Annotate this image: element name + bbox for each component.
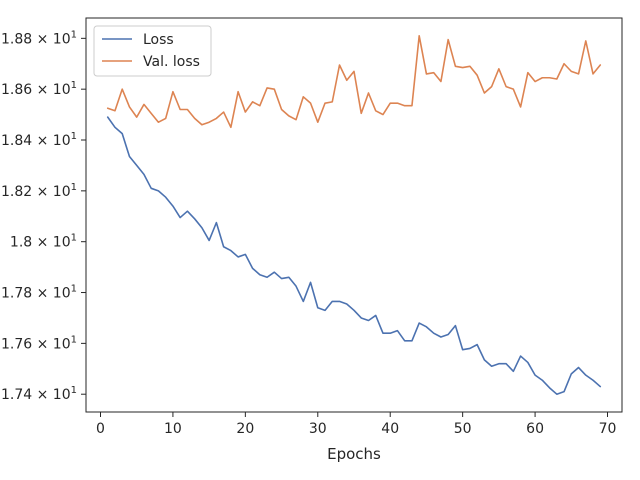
y-tick-label: 1.78 × 101 xyxy=(1,284,77,302)
x-tick-label: 60 xyxy=(526,421,544,437)
x-axis: 0 10 20 30 40 50 60 70 xyxy=(96,412,616,437)
x-tick-label: 40 xyxy=(381,421,399,437)
legend: Loss Val. loss xyxy=(93,25,212,77)
y-tick-label: 1.88 × 101 xyxy=(1,29,77,47)
x-tick-label: 20 xyxy=(236,421,254,437)
y-tick-label: 1.86 × 101 xyxy=(1,80,77,98)
x-tick-label: 30 xyxy=(309,421,327,437)
y-axis: 1.74 × 101 1.76 × 101 1.78 × 101 1.8 × 101 1… xyxy=(1,29,86,403)
legend-label-loss: Loss xyxy=(143,32,174,48)
legend-label-val-loss: Val. loss xyxy=(143,54,200,70)
plot-frame xyxy=(85,17,623,413)
x-tick-label: 0 xyxy=(96,421,105,437)
x-tick-label: 10 xyxy=(164,421,182,437)
plot-background xyxy=(86,18,622,412)
y-tick-label: 1.74 × 101 xyxy=(1,385,77,403)
x-tick-label: 70 xyxy=(599,421,617,437)
x-tick-label: 50 xyxy=(454,421,472,437)
series-line-val-loss xyxy=(106,34,602,129)
y-tick-label: 1.8 × 101 xyxy=(10,233,77,251)
y-tick-label: 1.76 × 101 xyxy=(1,334,77,352)
series-layer xyxy=(106,34,602,396)
y-tick-label: 1.82 × 101 xyxy=(1,182,77,200)
series-line-loss xyxy=(106,116,602,396)
y-tick-label: 1.84 × 101 xyxy=(1,131,77,149)
x-axis-label: Epochs xyxy=(327,445,381,463)
